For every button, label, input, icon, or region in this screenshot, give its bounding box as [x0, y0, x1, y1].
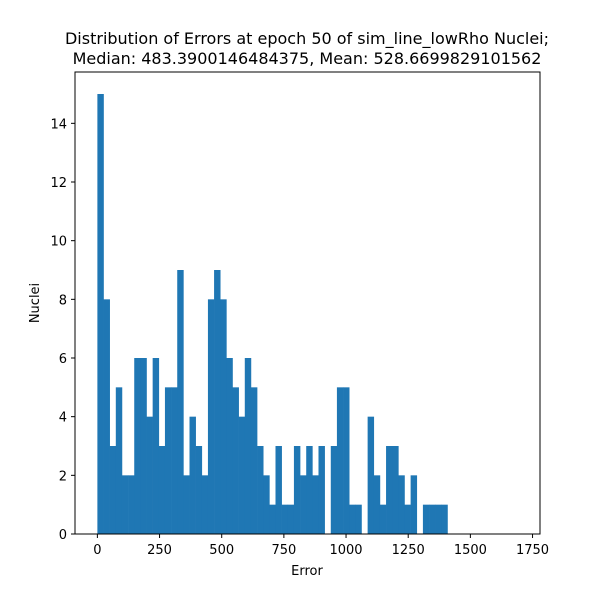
histogram-bar	[201, 475, 209, 534]
histogram-bar	[103, 299, 110, 534]
histogram-bar	[146, 416, 153, 534]
histogram-bar	[232, 387, 239, 534]
bars-group	[97, 94, 448, 534]
histogram-bar	[226, 358, 233, 534]
x-tick-label: 1000	[329, 543, 362, 558]
histogram-bar	[158, 446, 166, 534]
histogram-bar	[367, 416, 375, 534]
chart-title-line1: Distribution of Errors at epoch 50 of si…	[65, 29, 549, 49]
histogram-bar	[410, 475, 418, 534]
x-tick-label: 500	[209, 543, 234, 558]
histogram-bar	[392, 446, 399, 534]
y-tick-label: 10	[50, 235, 67, 250]
histogram-bar	[435, 504, 442, 534]
histogram-bar	[97, 94, 104, 534]
x-tick-label: 1250	[392, 543, 425, 558]
histogram-bar	[128, 475, 135, 534]
histogram-bar	[312, 475, 319, 534]
x-axis-label: Error	[291, 564, 323, 579]
x-axis-ticks: 0 250 500 750 1000 1250 1500 1750	[93, 534, 549, 558]
histogram-bar	[373, 475, 381, 534]
y-tick-label: 12	[50, 176, 67, 191]
histogram-bar	[293, 446, 301, 534]
histogram-bar	[281, 504, 289, 534]
x-tick-label: 250	[147, 543, 172, 558]
histogram-bar	[140, 358, 147, 534]
histogram-bar	[134, 358, 141, 534]
histogram-bar	[269, 504, 276, 534]
histogram-bar	[336, 387, 344, 534]
histogram-bar	[349, 504, 356, 534]
histogram-bar	[441, 504, 448, 534]
histogram-bar	[257, 446, 264, 534]
histogram-bar	[171, 387, 178, 534]
histogram-bar	[386, 446, 393, 534]
histogram-bar	[275, 446, 282, 534]
histogram-bar	[404, 504, 411, 534]
y-axis-ticks: 0 2 4 6 8 10 12 14	[50, 117, 75, 543]
y-tick-label: 14	[50, 117, 67, 132]
histogram-bar	[398, 475, 405, 534]
histogram-bar	[330, 446, 338, 534]
histogram-bar	[300, 475, 307, 534]
x-tick-label: 1750	[516, 543, 549, 558]
histogram-bar	[121, 475, 129, 534]
histogram-bar	[355, 504, 362, 534]
x-tick-label: 1500	[454, 543, 487, 558]
histogram-bar	[379, 504, 387, 534]
y-tick-label: 4	[59, 411, 67, 426]
histogram-bar	[318, 446, 325, 534]
histogram-bar	[195, 446, 203, 534]
histogram-bar	[189, 416, 196, 534]
histogram-bar	[177, 270, 184, 534]
y-axis-label: Nuclei	[28, 283, 43, 323]
x-tick-label: 750	[271, 543, 296, 558]
y-tick-label: 2	[59, 469, 67, 484]
histogram-bar	[207, 299, 215, 534]
y-tick-label: 6	[59, 352, 67, 367]
x-tick-label: 0	[93, 543, 101, 558]
y-tick-label: 0	[59, 528, 67, 543]
histogram-bar	[115, 387, 123, 534]
histogram-bar	[109, 446, 117, 534]
histogram-bar	[343, 387, 350, 534]
histogram-bar	[244, 358, 252, 534]
histogram-bar	[238, 416, 246, 534]
plot-frame	[74, 71, 541, 535]
histogram-bar	[183, 475, 190, 534]
histogram-bar	[422, 504, 430, 534]
histogram-bar	[152, 358, 160, 534]
histogram-bar	[306, 446, 313, 534]
histogram-bar	[214, 270, 221, 534]
y-tick-label: 8	[59, 293, 67, 308]
histogram-bar	[250, 387, 258, 534]
histogram-bar	[164, 387, 172, 534]
histogram-bar	[287, 504, 295, 534]
histogram-bar	[263, 475, 270, 534]
histogram-bar	[429, 504, 436, 534]
histogram-bar	[220, 299, 227, 534]
chart-title-line2: Median: 483.3900146484375, Mean: 528.669…	[73, 49, 542, 68]
